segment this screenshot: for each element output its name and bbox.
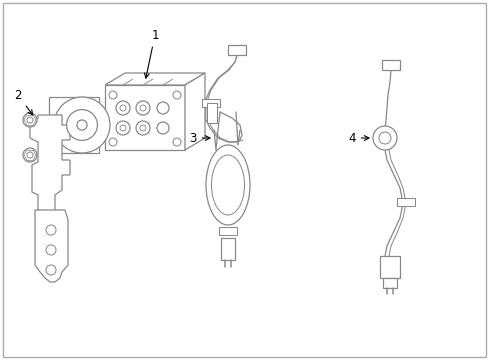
- Circle shape: [120, 125, 126, 131]
- Ellipse shape: [211, 155, 244, 215]
- Circle shape: [378, 132, 390, 144]
- Circle shape: [27, 152, 33, 158]
- Bar: [381, 60, 399, 70]
- Polygon shape: [105, 85, 184, 150]
- Polygon shape: [30, 115, 70, 215]
- Bar: [206, 103, 217, 123]
- Circle shape: [116, 121, 130, 135]
- Circle shape: [136, 121, 150, 135]
- Circle shape: [173, 138, 181, 146]
- Circle shape: [140, 125, 146, 131]
- Bar: [49, 97, 99, 153]
- Circle shape: [46, 265, 56, 275]
- Text: 2: 2: [14, 89, 33, 115]
- Text: 4: 4: [347, 131, 368, 144]
- Circle shape: [157, 122, 169, 134]
- Circle shape: [109, 138, 117, 146]
- Bar: [221, 238, 235, 260]
- Circle shape: [23, 113, 37, 127]
- Circle shape: [27, 117, 33, 123]
- Polygon shape: [35, 210, 68, 282]
- Circle shape: [173, 91, 181, 99]
- Circle shape: [116, 101, 130, 115]
- Circle shape: [140, 105, 146, 111]
- Circle shape: [136, 101, 150, 115]
- Polygon shape: [105, 73, 204, 85]
- Text: 1: 1: [144, 28, 159, 78]
- Ellipse shape: [205, 145, 249, 225]
- Bar: [382, 278, 396, 288]
- Circle shape: [157, 102, 169, 114]
- Bar: [379, 256, 399, 278]
- Circle shape: [46, 225, 56, 235]
- Polygon shape: [184, 73, 204, 150]
- Circle shape: [372, 126, 396, 150]
- Circle shape: [66, 109, 97, 140]
- Bar: [396, 198, 414, 206]
- Circle shape: [109, 91, 117, 99]
- Circle shape: [77, 120, 87, 130]
- Circle shape: [23, 148, 37, 162]
- Circle shape: [120, 105, 126, 111]
- Bar: [219, 227, 237, 235]
- Bar: [202, 99, 220, 107]
- Circle shape: [46, 245, 56, 255]
- Circle shape: [54, 97, 110, 153]
- Bar: [227, 45, 245, 55]
- Text: 3: 3: [189, 131, 209, 144]
